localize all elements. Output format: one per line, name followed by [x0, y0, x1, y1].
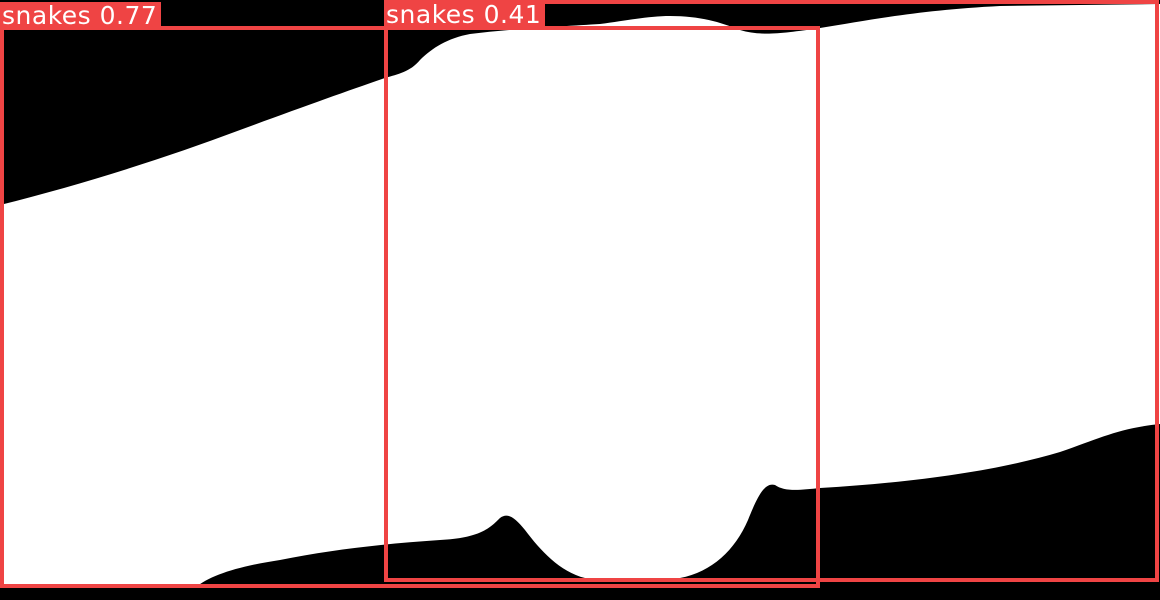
- snake-mask: [0, 4, 1160, 588]
- detection-score: 0.41: [483, 0, 542, 29]
- detection-class-label: snakes: [386, 0, 476, 29]
- detection-score: 0.77: [99, 1, 158, 30]
- bounding-box-snake-2: [384, 0, 1159, 582]
- detection-label-2: snakes 0.41: [384, 0, 546, 29]
- detection-class-label: snakes: [2, 1, 92, 30]
- detection-label-1: snakes 0.77: [0, 1, 162, 30]
